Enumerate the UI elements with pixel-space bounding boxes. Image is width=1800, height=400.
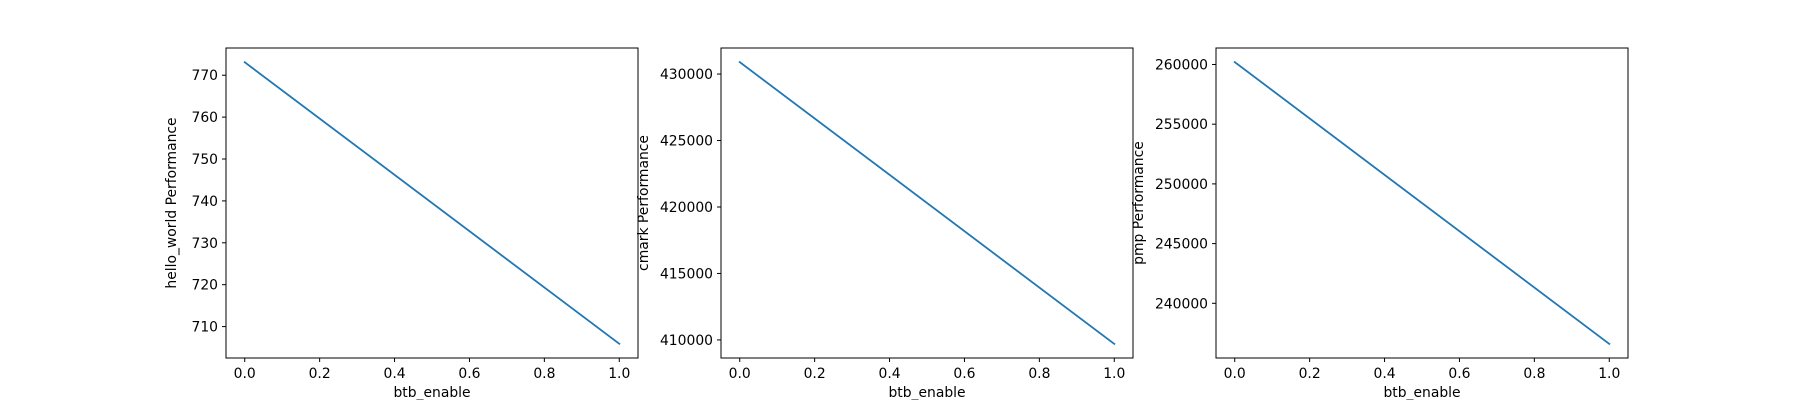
- cmark-axes-frame: [720, 47, 1134, 359]
- hello-world-axes-frame: [225, 47, 639, 359]
- subplot-hello-world: 0.0 0.2 0.4 0.6 0.8 1.0 710 720 730 740 750 760 770 b…: [164, 47, 639, 400]
- pmp-y-tick-label: 240000: [1155, 296, 1208, 312]
- subplot-cmark: 0.0 0.2 0.4 0.6 0.8 1.0 410000 415000 420000 4250…: [636, 47, 1134, 400]
- pmp-x-tick-label: 0.6: [1448, 366, 1470, 382]
- cmark-x-tick-label: 0.0: [729, 366, 751, 382]
- hello-world-y-tick-label: 760: [191, 110, 218, 126]
- hello-world-x-axis-label: btb_enable: [393, 385, 470, 400]
- pmp-x-tick-label: 0.4: [1373, 366, 1395, 382]
- cmark-y-axis-label: cmark Performance: [636, 135, 652, 271]
- subplot-pmp: 0.0 0.2 0.4 0.6 0.8 1.0 240000 245000 250000 2550…: [1131, 47, 1629, 400]
- cmark-x-tick-label: 0.8: [1028, 366, 1050, 382]
- hello-world-series-line: [243, 60, 621, 346]
- pmp-x-tick-label: 0.2: [1299, 366, 1321, 382]
- pmp-y-tick-label: 245000: [1155, 237, 1208, 253]
- hello-world-y-tick-label: 720: [191, 278, 218, 294]
- pmp-x-tick-label: 0.8: [1523, 366, 1545, 382]
- cmark-series-line: [738, 60, 1116, 346]
- hello-world-x-tick-label: 0.8: [533, 366, 555, 382]
- cmark-x-axis-label: btb_enable: [888, 385, 965, 400]
- cmark-y-tick-label: 415000: [660, 266, 713, 282]
- pmp-series-line: [1233, 60, 1611, 346]
- cmark-y-tick-label: 420000: [660, 200, 713, 216]
- hello-world-x-tick-label: 0.4: [383, 366, 405, 382]
- cmark-x-tick-label: 1.0: [1103, 366, 1125, 382]
- cmark-y-tick-label: 410000: [660, 333, 713, 349]
- hello-world-y-tick-label: 770: [191, 68, 218, 84]
- pmp-y-axis-label: pmp Performance: [1131, 141, 1147, 265]
- hello-world-y-axis-label: hello_world Performance: [164, 117, 180, 288]
- cmark-y-tick-label: 430000: [660, 67, 713, 83]
- hello-world-x-tick-label: 0.6: [458, 366, 480, 382]
- hello-world-x-tick-label: 0.0: [234, 366, 256, 382]
- pmp-x-tick-label: 0.0: [1224, 366, 1246, 382]
- hello-world-y-tick-label: 740: [191, 194, 218, 210]
- cmark-y-tick-label: 425000: [660, 134, 713, 150]
- cmark-x-tick-label: 0.4: [878, 366, 900, 382]
- hello-world-y-tick-label: 750: [191, 152, 218, 168]
- hello-world-y-tick-label: 710: [191, 320, 218, 336]
- pmp-y-tick-label: 260000: [1155, 57, 1208, 73]
- hello-world-x-tick-label: 0.2: [309, 366, 331, 382]
- cmark-x-tick-label: 0.6: [953, 366, 975, 382]
- pmp-axes-frame: [1215, 47, 1629, 359]
- pmp-x-axis-label: btb_enable: [1383, 385, 1460, 400]
- hello-world-y-tick-label: 730: [191, 236, 218, 252]
- hello-world-x-tick-label: 1.0: [608, 366, 630, 382]
- pmp-y-tick-label: 250000: [1155, 177, 1208, 193]
- cmark-x-tick-label: 0.2: [804, 366, 826, 382]
- pmp-x-tick-label: 1.0: [1598, 366, 1620, 382]
- pmp-y-tick-label: 255000: [1155, 117, 1208, 133]
